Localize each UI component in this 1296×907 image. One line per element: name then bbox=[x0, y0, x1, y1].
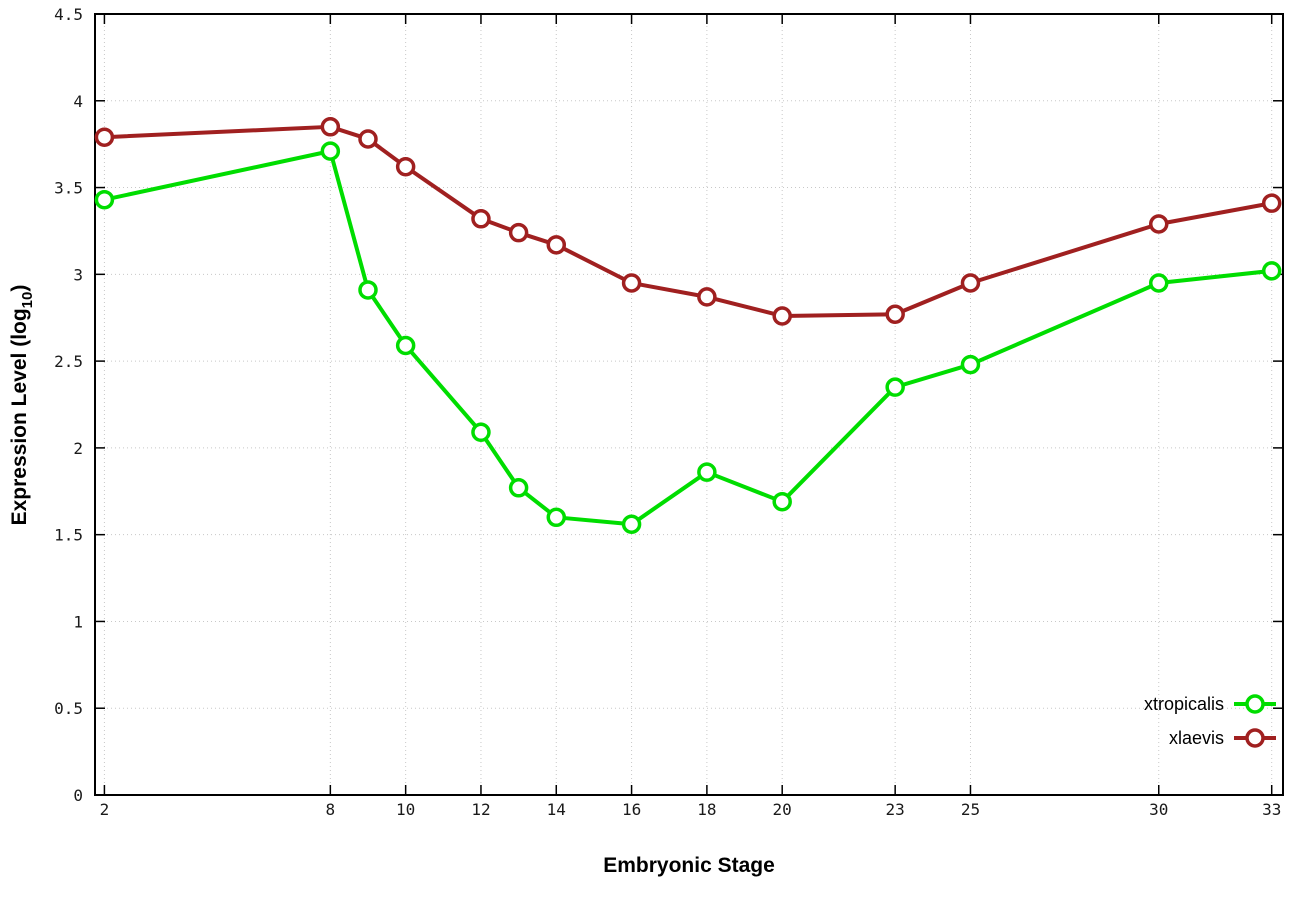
data-point-xtropicalis bbox=[885, 377, 905, 397]
data-point-xtropicalis bbox=[772, 491, 792, 512]
legend-entry-xtropicalis: xtropicalis bbox=[1144, 694, 1276, 714]
data-point-xlaevis bbox=[508, 222, 529, 243]
data-point-xlaevis bbox=[697, 287, 717, 307]
data-point-xlaevis bbox=[772, 306, 792, 326]
x-tick-label: 25 bbox=[961, 800, 980, 819]
data-point-xlaevis bbox=[358, 129, 378, 149]
x-tick-label: 23 bbox=[886, 800, 905, 819]
x-axis-title: Embryonic Stage bbox=[603, 854, 775, 877]
data-point-xtropicalis bbox=[546, 507, 567, 528]
legend-label-xtropicalis: xtropicalis bbox=[1144, 694, 1224, 714]
x-tick-label: 2 bbox=[100, 800, 110, 819]
data-point-xtropicalis bbox=[621, 514, 642, 535]
y-tick-label: 2.5 bbox=[54, 352, 83, 371]
data-point-xtropicalis bbox=[1148, 273, 1169, 293]
x-tick-label: 12 bbox=[471, 800, 490, 819]
tick-layer: 2 8 10 12 14 16 18 20 23 25 30 33 0 0.5 1 1.5 2 2.5 3 3.5 4 4… bbox=[54, 5, 1283, 819]
y-tick-label: 2 bbox=[73, 439, 83, 458]
series-line-xlaevis bbox=[102, 124, 1274, 318]
y-tick-label: 0 bbox=[73, 786, 83, 805]
data-point-xlaevis bbox=[471, 209, 491, 229]
data-point-xtropicalis bbox=[1261, 261, 1282, 281]
series-layer bbox=[94, 117, 1282, 535]
plot-border bbox=[94, 13, 1284, 796]
data-point-xtropicalis bbox=[508, 478, 529, 498]
data-point-xtropicalis bbox=[960, 354, 981, 375]
y-axis-title-subscript: 10 bbox=[19, 292, 36, 309]
y-axis-title-prefix: Expression Level (log bbox=[8, 308, 31, 525]
legend-entry-xlaevis: xlaevis bbox=[1169, 728, 1276, 748]
data-point-xtropicalis bbox=[94, 189, 115, 210]
y-axis-title-suffix: ) bbox=[8, 285, 31, 292]
x-tick-label: 20 bbox=[773, 800, 792, 819]
data-point-xtropicalis bbox=[320, 141, 341, 161]
y-tick-label: 3 bbox=[73, 265, 83, 284]
legend-label-xlaevis: xlaevis bbox=[1169, 728, 1224, 748]
y-tick-label: 4 bbox=[73, 92, 83, 111]
data-point-xtropicalis bbox=[471, 422, 491, 443]
x-tick-label: 8 bbox=[326, 800, 336, 819]
plot-border-layer bbox=[94, 13, 1284, 796]
x-tick-label: 30 bbox=[1149, 800, 1168, 819]
x-tick-label: 16 bbox=[622, 800, 641, 819]
data-point-xtropicalis bbox=[358, 280, 378, 300]
data-point-xlaevis bbox=[1148, 214, 1169, 234]
data-point-xlaevis bbox=[546, 235, 567, 255]
data-point-xtropicalis bbox=[395, 335, 416, 356]
y-tick-label: 1 bbox=[73, 612, 83, 631]
data-point-xlaevis bbox=[320, 117, 341, 137]
legend-marker-sample bbox=[1245, 694, 1265, 714]
legend-layer: xtropicalis xlaevis bbox=[1144, 694, 1276, 748]
data-point-xlaevis bbox=[94, 127, 115, 147]
legend-marker-sample bbox=[1245, 728, 1265, 748]
x-tick-label: 14 bbox=[547, 800, 566, 819]
x-tick-label: 18 bbox=[697, 800, 716, 819]
x-tick-label: 33 bbox=[1262, 800, 1281, 819]
y-axis-title: Expression Level (log10) bbox=[8, 285, 36, 526]
data-point-xtropicalis bbox=[697, 462, 717, 482]
series-line-xtropicalis bbox=[102, 149, 1274, 527]
data-point-xlaevis bbox=[395, 156, 416, 177]
data-point-xlaevis bbox=[1261, 193, 1282, 213]
y-tick-label: 1.5 bbox=[54, 526, 83, 545]
y-tick-label: 0.5 bbox=[54, 699, 83, 718]
y-tick-label: 4.5 bbox=[54, 5, 83, 24]
data-point-xlaevis bbox=[621, 273, 642, 293]
data-point-xlaevis bbox=[885, 304, 905, 325]
y-tick-label: 3.5 bbox=[54, 179, 83, 198]
data-point-xlaevis bbox=[960, 273, 981, 293]
x-tick-label: 10 bbox=[396, 800, 415, 819]
